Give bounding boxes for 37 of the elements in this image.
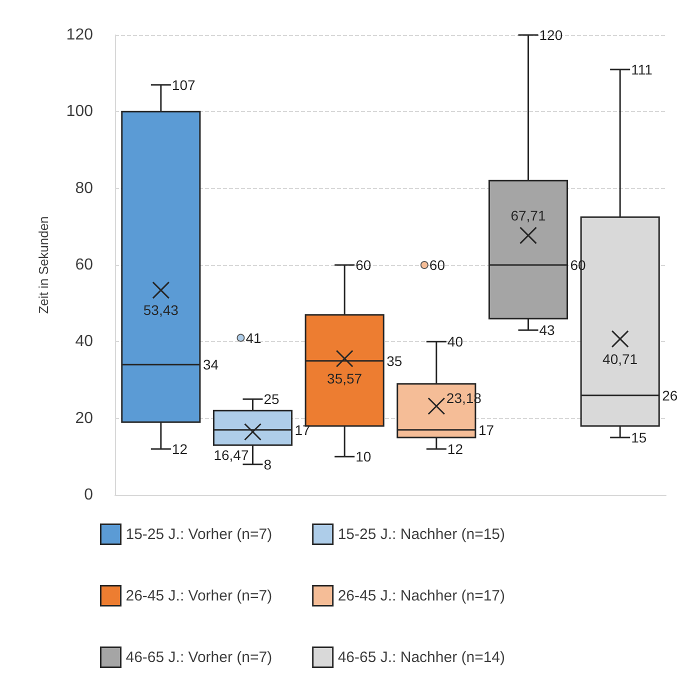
annotation: 12 — [172, 441, 188, 457]
y-axis-title: Zeit in Sekunden — [36, 216, 51, 314]
legend-label: 26-45 J.: Nachher (n=17) — [338, 587, 506, 604]
legend-label: 15-25 J.: Nachher (n=15) — [338, 526, 506, 543]
annotation: 107 — [172, 76, 196, 93]
annotation: 25 — [264, 391, 280, 408]
legend-label: 26-45 J.: Vorher (n=7) — [126, 587, 272, 604]
annotation: 40,71 — [602, 350, 638, 367]
annotation: 60 — [429, 257, 446, 273]
annotation: 26 — [662, 387, 678, 404]
annotation: 10 — [356, 448, 372, 465]
annotation: 12 — [447, 441, 464, 457]
y-tick-label: 40 — [75, 333, 94, 350]
annotation: 41 — [246, 330, 262, 346]
annotation: 35,57 — [327, 370, 362, 387]
y-tick-label: 0 — [84, 486, 94, 504]
y-tick-label: 100 — [66, 103, 94, 120]
annotation: 43 — [539, 322, 556, 338]
legend-label: 46-65 J.: Nachher (n=14) — [338, 648, 506, 666]
annotation: 40 — [447, 334, 464, 350]
y-tick-label: 20 — [75, 410, 94, 427]
y-tick-label: 120 — [66, 26, 94, 44]
legend-label: 46-65 J.: Vorher (n=7) — [126, 648, 272, 666]
y-tick-label: 80 — [75, 180, 94, 197]
annotation: 16,47 — [214, 447, 249, 464]
annotation: 34 — [202, 356, 219, 373]
annotation: 35 — [386, 352, 402, 369]
annotation: 67,71 — [510, 207, 546, 224]
annotation: 17 — [478, 422, 494, 438]
legend-label: 15-25 J.: Vorher (n=7) — [126, 526, 272, 543]
annotation: 120 — [539, 27, 563, 43]
annotation: 15 — [631, 430, 647, 446]
annotation: 60 — [356, 257, 372, 273]
annotation: 53,43 — [143, 302, 179, 318]
y-tick-label: 60 — [75, 256, 94, 274]
annotation: 111 — [631, 62, 653, 78]
annotation: 8 — [264, 456, 272, 472]
